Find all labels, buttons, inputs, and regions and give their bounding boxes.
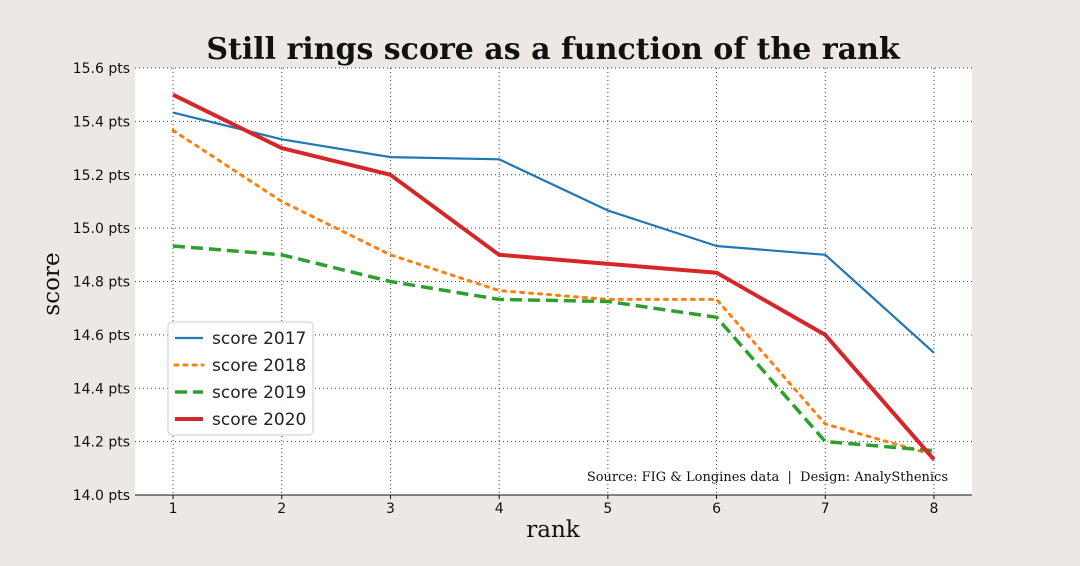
x-axis-title: rank [526, 517, 581, 543]
y-tick-label: 15.0 pts [73, 221, 130, 237]
y-tick-label: 15.2 pts [73, 168, 130, 184]
series-line-score-2019 [172, 244, 935, 453]
y-tick-label: 14.0 pts [73, 488, 130, 504]
y-tick-label: 14.6 pts [73, 328, 130, 344]
legend-box [167, 321, 314, 436]
series-lines [171, 92, 936, 461]
legend-label: score 2020 [212, 410, 306, 430]
chart-title: Still rings score as a function of the r… [206, 32, 901, 67]
y-ticks: 14.0 pts 14.2 pts 14.4 pts 14.6 pts 14.8 pts… [73, 61, 130, 504]
x-tick-label: 8 [929, 501, 938, 517]
legend-label: score 2017 [212, 329, 306, 349]
legend-label: score 2018 [212, 356, 306, 376]
series-line-score-2018 [171, 128, 936, 457]
legend: score 2017 score 2018 score 2019 score 2020 [167, 321, 314, 436]
x-tick-label: 6 [712, 501, 721, 517]
x-tick-label: 1 [169, 501, 178, 517]
x-ticks: 1 2 3 4 5 6 7 8 [169, 495, 938, 517]
y-tick-label: 14.8 pts [73, 275, 130, 291]
series-line-score-2017 [172, 111, 935, 354]
y-tick-label: 15.4 pts [73, 114, 130, 130]
x-tick-label: 3 [386, 501, 395, 517]
x-tick-label: 4 [495, 501, 504, 517]
y-axis-title: score [39, 252, 65, 315]
series-line-score-2020 [172, 92, 936, 461]
x-tick-label: 2 [277, 501, 286, 517]
y-tick-label: 14.4 pts [73, 381, 130, 397]
source-note: Source: FIG & Longines data | Design: An… [587, 470, 948, 485]
y-tick-label: 14.2 pts [73, 435, 130, 451]
legend-label: score 2019 [212, 383, 306, 403]
y-tick-label: 15.6 pts [73, 61, 130, 77]
x-tick-label: 5 [603, 501, 612, 517]
x-tick-label: 7 [821, 501, 830, 517]
